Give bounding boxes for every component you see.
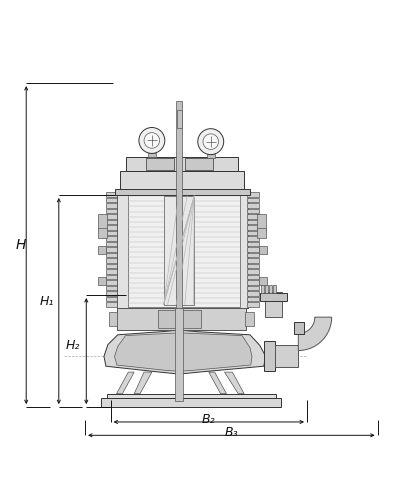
Bar	[146, 158, 174, 170]
Bar	[106, 302, 117, 307]
Bar	[98, 228, 108, 238]
Polygon shape	[104, 330, 266, 374]
Bar	[247, 209, 259, 214]
Bar	[247, 204, 259, 208]
Bar	[247, 231, 259, 235]
Text: B₃: B₃	[225, 426, 238, 440]
Polygon shape	[298, 317, 332, 350]
Polygon shape	[115, 333, 252, 372]
Bar	[106, 204, 117, 208]
Bar	[265, 292, 282, 317]
Bar	[128, 194, 240, 306]
Bar	[98, 214, 108, 230]
Bar	[106, 274, 117, 280]
Bar	[117, 192, 248, 308]
Bar	[247, 226, 259, 230]
Polygon shape	[117, 372, 134, 394]
Bar	[98, 246, 106, 254]
Bar	[106, 252, 117, 258]
Bar	[247, 291, 259, 296]
Bar	[106, 269, 117, 274]
Circle shape	[198, 128, 224, 154]
Bar	[106, 226, 117, 230]
Bar	[106, 264, 117, 268]
Bar	[247, 274, 259, 280]
Bar	[126, 156, 238, 172]
Bar	[247, 296, 259, 302]
Bar	[106, 248, 117, 252]
Bar	[106, 209, 117, 214]
Bar	[247, 258, 259, 263]
Bar	[247, 264, 259, 268]
Bar	[259, 277, 267, 285]
Bar	[106, 296, 117, 302]
Circle shape	[203, 134, 219, 150]
Bar	[121, 172, 244, 192]
Circle shape	[139, 128, 165, 154]
Bar	[294, 322, 304, 334]
Bar	[256, 228, 266, 238]
Bar	[106, 286, 117, 290]
Bar	[176, 101, 182, 308]
Bar	[106, 258, 117, 263]
Bar	[247, 236, 259, 241]
Bar	[247, 286, 259, 290]
Bar	[106, 242, 117, 246]
Bar	[247, 192, 259, 197]
Bar	[106, 236, 117, 241]
Polygon shape	[134, 372, 152, 394]
Text: B₂: B₂	[202, 413, 216, 426]
Bar	[247, 269, 259, 274]
Bar	[247, 220, 259, 224]
Bar	[106, 214, 117, 219]
Bar	[245, 312, 254, 326]
Bar	[260, 293, 286, 302]
Bar	[259, 246, 267, 254]
Bar	[265, 285, 268, 293]
Bar	[261, 285, 264, 293]
Bar	[247, 242, 259, 246]
Bar	[117, 308, 246, 330]
Bar	[109, 312, 117, 326]
Bar	[185, 158, 214, 170]
Text: H₂: H₂	[66, 338, 80, 351]
Bar	[115, 189, 250, 195]
Bar	[247, 280, 259, 285]
Bar	[247, 252, 259, 258]
Bar	[273, 285, 276, 293]
Bar	[269, 285, 272, 293]
Text: H: H	[16, 238, 26, 252]
Bar	[275, 346, 298, 368]
Bar	[148, 152, 156, 156]
Bar	[207, 154, 215, 158]
Bar	[175, 308, 183, 401]
Bar	[158, 310, 201, 328]
Bar	[256, 214, 266, 230]
Bar	[106, 291, 117, 296]
Bar	[101, 398, 281, 407]
Bar	[164, 196, 194, 304]
Bar	[247, 248, 259, 252]
Text: H₁: H₁	[40, 294, 54, 308]
Bar	[106, 220, 117, 224]
Bar	[106, 280, 117, 285]
Circle shape	[144, 132, 160, 148]
Bar	[247, 214, 259, 219]
Bar	[177, 110, 182, 128]
Polygon shape	[209, 372, 227, 394]
Bar	[106, 231, 117, 235]
Bar	[106, 198, 117, 202]
Bar	[247, 302, 259, 307]
Polygon shape	[225, 372, 244, 394]
Bar	[107, 394, 275, 398]
Bar	[98, 277, 106, 285]
Bar	[106, 192, 117, 197]
Bar	[247, 198, 259, 202]
Bar	[264, 342, 275, 372]
